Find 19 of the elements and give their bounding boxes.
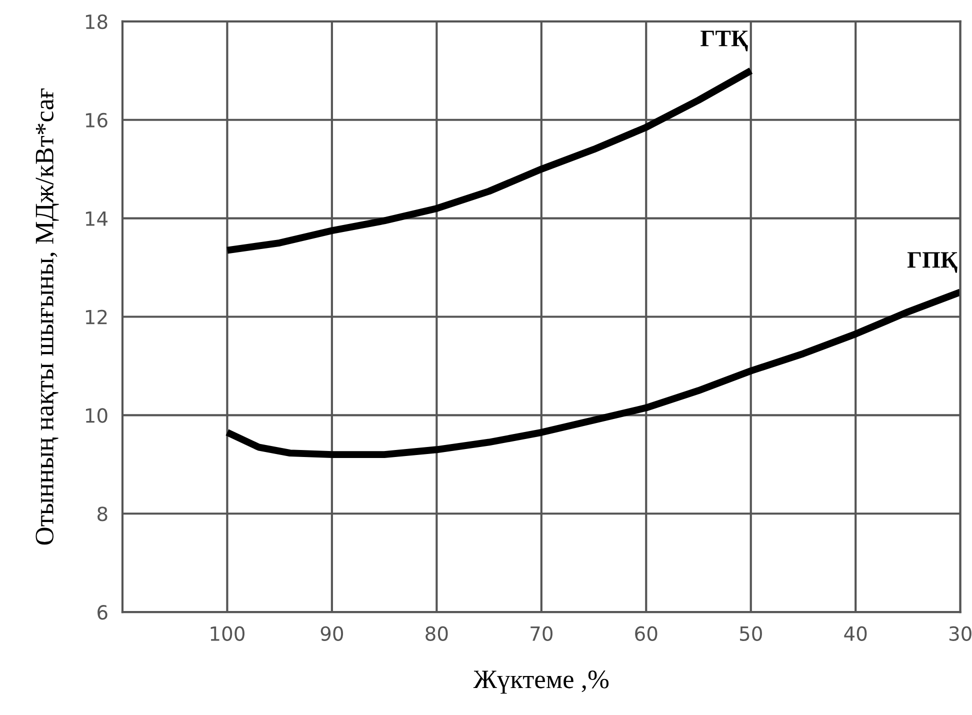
series-label: ГТҚ [700, 30, 748, 52]
x-tick-label: 50 [740, 626, 762, 641]
y-tick-label: 6 [98, 604, 108, 620]
y-tick-label: 8 [98, 506, 108, 522]
y-tick-label: 14 [86, 212, 108, 226]
x-tick-label: 70 [530, 626, 552, 641]
series-label: ГПҚ [907, 252, 958, 273]
x-tick-label: 60 [635, 626, 658, 641]
x-tick-label: 100 [210, 626, 244, 641]
y-tick-label: 16 [86, 112, 108, 128]
y-tick-label: 18 [86, 14, 108, 30]
y-axis-title: Отынның нақты шығыны, МДж/кВт*сағ [36, 88, 59, 545]
x-tick-label: 30 [949, 626, 972, 641]
y-tick-label: 10 [86, 408, 108, 423]
x-tick-label: 40 [844, 626, 867, 641]
y-tick-label: 12 [86, 310, 107, 324]
x-tick-label: 90 [320, 626, 344, 641]
x-tick-label: 80 [426, 626, 448, 641]
x-axis-title: Жүктеме ,% [473, 670, 609, 694]
